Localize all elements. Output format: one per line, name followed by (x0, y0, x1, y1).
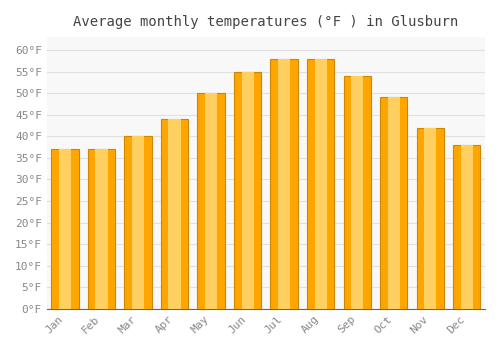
Bar (59, 149, 72, 309)
Bar (205, 93, 218, 309)
Bar (234, 72, 262, 309)
Bar (278, 59, 290, 309)
Bar (132, 136, 144, 309)
Bar (198, 93, 225, 309)
Bar (88, 149, 116, 309)
Bar (351, 76, 364, 309)
Bar (124, 136, 152, 309)
Bar (416, 128, 444, 309)
Bar (52, 149, 79, 309)
Bar (344, 76, 371, 309)
Bar (168, 119, 181, 309)
Bar (307, 59, 334, 309)
Bar (380, 98, 407, 309)
Bar (314, 59, 327, 309)
Bar (388, 98, 400, 309)
Bar (270, 59, 298, 309)
Bar (161, 119, 188, 309)
Bar (96, 149, 108, 309)
Title: Average monthly temperatures (°F ) in Glusburn: Average monthly temperatures (°F ) in Gl… (74, 15, 458, 29)
Bar (242, 72, 254, 309)
Bar (460, 145, 473, 309)
Bar (453, 145, 480, 309)
Bar (424, 128, 436, 309)
